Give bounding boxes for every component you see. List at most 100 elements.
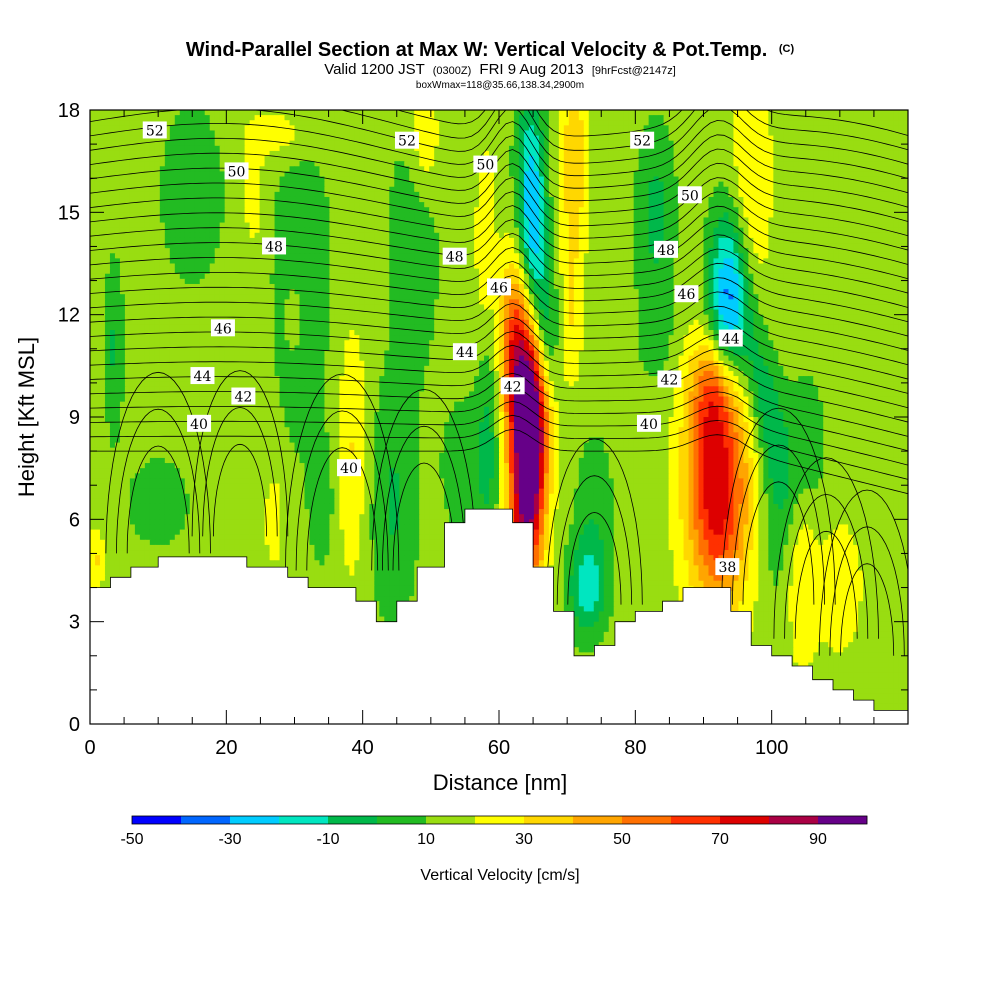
- w-cell: [384, 120, 390, 126]
- w-cell: [568, 207, 575, 213]
- w-cell: [603, 258, 610, 265]
- w-cell: [464, 166, 470, 172]
- w-cell: [743, 166, 749, 172]
- w-cell: [733, 248, 740, 254]
- w-cell: [798, 115, 804, 121]
- w-cell: [234, 125, 241, 132]
- w-cell: [858, 196, 864, 203]
- w-cell: [209, 258, 216, 265]
- w-cell: [384, 176, 390, 183]
- w-cell: [419, 176, 425, 183]
- w-cell: [828, 232, 834, 239]
- w-cell: [269, 145, 276, 152]
- w-cell: [653, 166, 660, 172]
- w-cell: [748, 248, 754, 254]
- w-cell: [833, 171, 839, 178]
- w-cell: [783, 191, 789, 198]
- w-cell: [489, 258, 495, 265]
- w-cell: [853, 196, 859, 203]
- w-cell: [593, 191, 600, 198]
- w-cell: [99, 202, 106, 208]
- w-cell: [419, 196, 425, 203]
- w-cell: [234, 140, 241, 147]
- w-cell: [758, 222, 764, 229]
- w-cell: [124, 140, 131, 147]
- w-cell: [264, 263, 271, 270]
- w-cell: [743, 140, 749, 147]
- w-cell: [573, 125, 580, 132]
- w-cell: [643, 181, 650, 188]
- w-cell: [748, 140, 754, 147]
- w-cell: [374, 248, 380, 254]
- w-cell: [149, 186, 156, 193]
- w-cell: [518, 135, 525, 142]
- w-cell: [454, 222, 460, 229]
- w-cell: [354, 191, 360, 198]
- w-cell: [773, 202, 779, 208]
- w-cell: [533, 222, 540, 229]
- w-cell: [633, 222, 640, 229]
- w-cell: [713, 212, 720, 219]
- w-cell: [309, 258, 316, 265]
- w-cell: [114, 248, 121, 254]
- w-cell: [354, 156, 360, 162]
- w-cell: [429, 191, 435, 198]
- w-cell: [229, 191, 236, 198]
- w-cell: [474, 237, 480, 244]
- w-cell: [823, 207, 829, 213]
- w-cell: [349, 207, 355, 213]
- w-cell: [753, 232, 759, 239]
- w-cell: [239, 120, 246, 126]
- w-cell: [533, 156, 540, 162]
- w-cell: [568, 135, 575, 142]
- w-cell: [738, 196, 744, 203]
- w-cell: [139, 196, 146, 203]
- w-cell: [888, 181, 894, 188]
- w-cell: [533, 186, 540, 193]
- w-cell: [224, 253, 231, 259]
- w-cell: [618, 248, 625, 254]
- w-cell: [459, 232, 465, 239]
- w-cell: [414, 186, 420, 193]
- w-cell: [389, 196, 395, 203]
- w-cell: [533, 125, 540, 132]
- w-cell: [149, 232, 156, 239]
- w-cell: [888, 120, 894, 126]
- w-cell: [284, 186, 291, 193]
- w-cell: [329, 110, 335, 116]
- w-cell: [369, 110, 375, 116]
- w-cell: [903, 258, 908, 265]
- w-cell: [798, 140, 804, 147]
- w-cell: [883, 227, 889, 234]
- w-cell: [543, 166, 550, 172]
- w-cell: [399, 212, 405, 219]
- w-cell: [528, 258, 535, 265]
- w-cell: [563, 150, 570, 157]
- w-cell: [474, 145, 480, 152]
- w-cell: [244, 258, 251, 265]
- w-cell: [369, 176, 375, 183]
- w-cell: [444, 115, 450, 121]
- w-cell: [354, 222, 360, 229]
- w-cell: [269, 125, 276, 132]
- w-cell: [279, 202, 286, 208]
- w-cell: [568, 125, 575, 132]
- w-cell: [324, 227, 331, 234]
- w-cell: [199, 161, 206, 167]
- w-cell: [274, 232, 281, 239]
- w-cell: [903, 120, 908, 126]
- w-cell: [254, 135, 261, 142]
- w-cell: [773, 156, 779, 162]
- w-cell: [843, 222, 849, 229]
- w-cell: [833, 176, 839, 183]
- w-cell: [484, 181, 490, 188]
- w-cell: [588, 181, 595, 188]
- w-cell: [259, 161, 266, 167]
- w-cell: [753, 258, 759, 265]
- w-cell: [783, 227, 789, 234]
- w-cell: [648, 207, 655, 213]
- w-cell: [214, 237, 221, 244]
- w-cell: [404, 166, 410, 172]
- w-cell: [184, 181, 191, 188]
- w-cell: [903, 191, 908, 198]
